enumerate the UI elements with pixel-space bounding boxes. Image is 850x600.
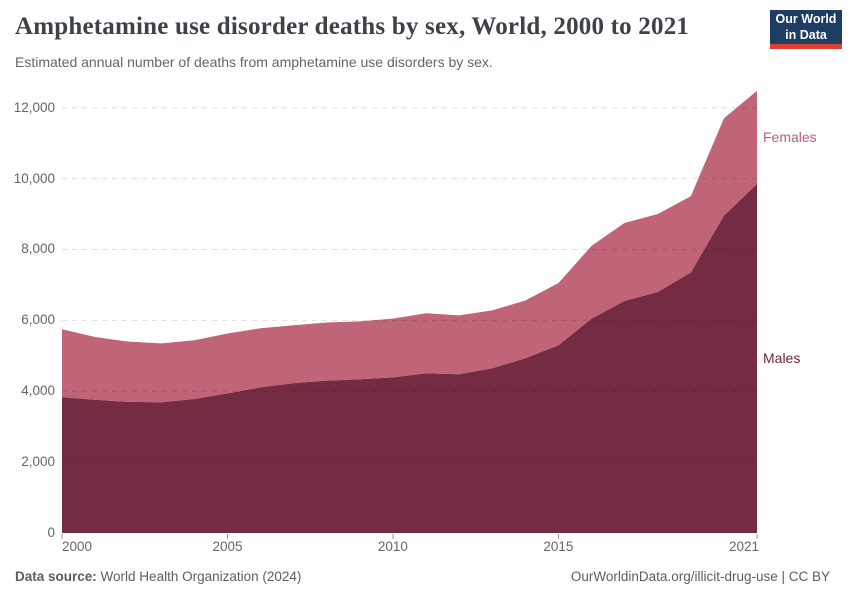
x-axis-label: 2000	[62, 539, 93, 554]
females-area	[62, 90, 757, 403]
y-axis-label: 12,000	[13, 100, 55, 115]
males-area	[62, 183, 757, 533]
y-axis-label: 0	[47, 525, 55, 540]
y-axis-label: 8,000	[21, 241, 55, 256]
owid-logo: Our World in Data	[770, 10, 842, 49]
data-source-value: World Health Organization (2024)	[100, 569, 302, 584]
data-source-label: Data source:	[15, 569, 97, 584]
chart-title: Amphetamine use disorder deaths by sex, …	[15, 13, 690, 40]
logo-line1: Our World	[775, 11, 837, 26]
footer-credit: OurWorldinData.org/illicit-drug-use | CC…	[570, 569, 830, 584]
y-axis-label: 10,000	[13, 171, 55, 186]
data-source: Data source: World Health Organization (…	[15, 569, 301, 584]
logo-line2: in Data	[785, 28, 827, 42]
x-axis-label: 2015	[543, 539, 574, 554]
x-axis-label: 2010	[377, 539, 408, 554]
series-label-males: Males	[763, 350, 801, 366]
y-axis-label: 4,000	[21, 383, 55, 398]
series-label-females: Females	[763, 129, 817, 145]
y-axis-label: 2,000	[21, 454, 55, 469]
chart-subtitle: Estimated annual number of deaths from a…	[15, 54, 493, 70]
x-axis-label: 2005	[212, 539, 243, 554]
x-axis-label: 2021	[728, 539, 759, 554]
y-axis-label: 6,000	[21, 312, 55, 327]
